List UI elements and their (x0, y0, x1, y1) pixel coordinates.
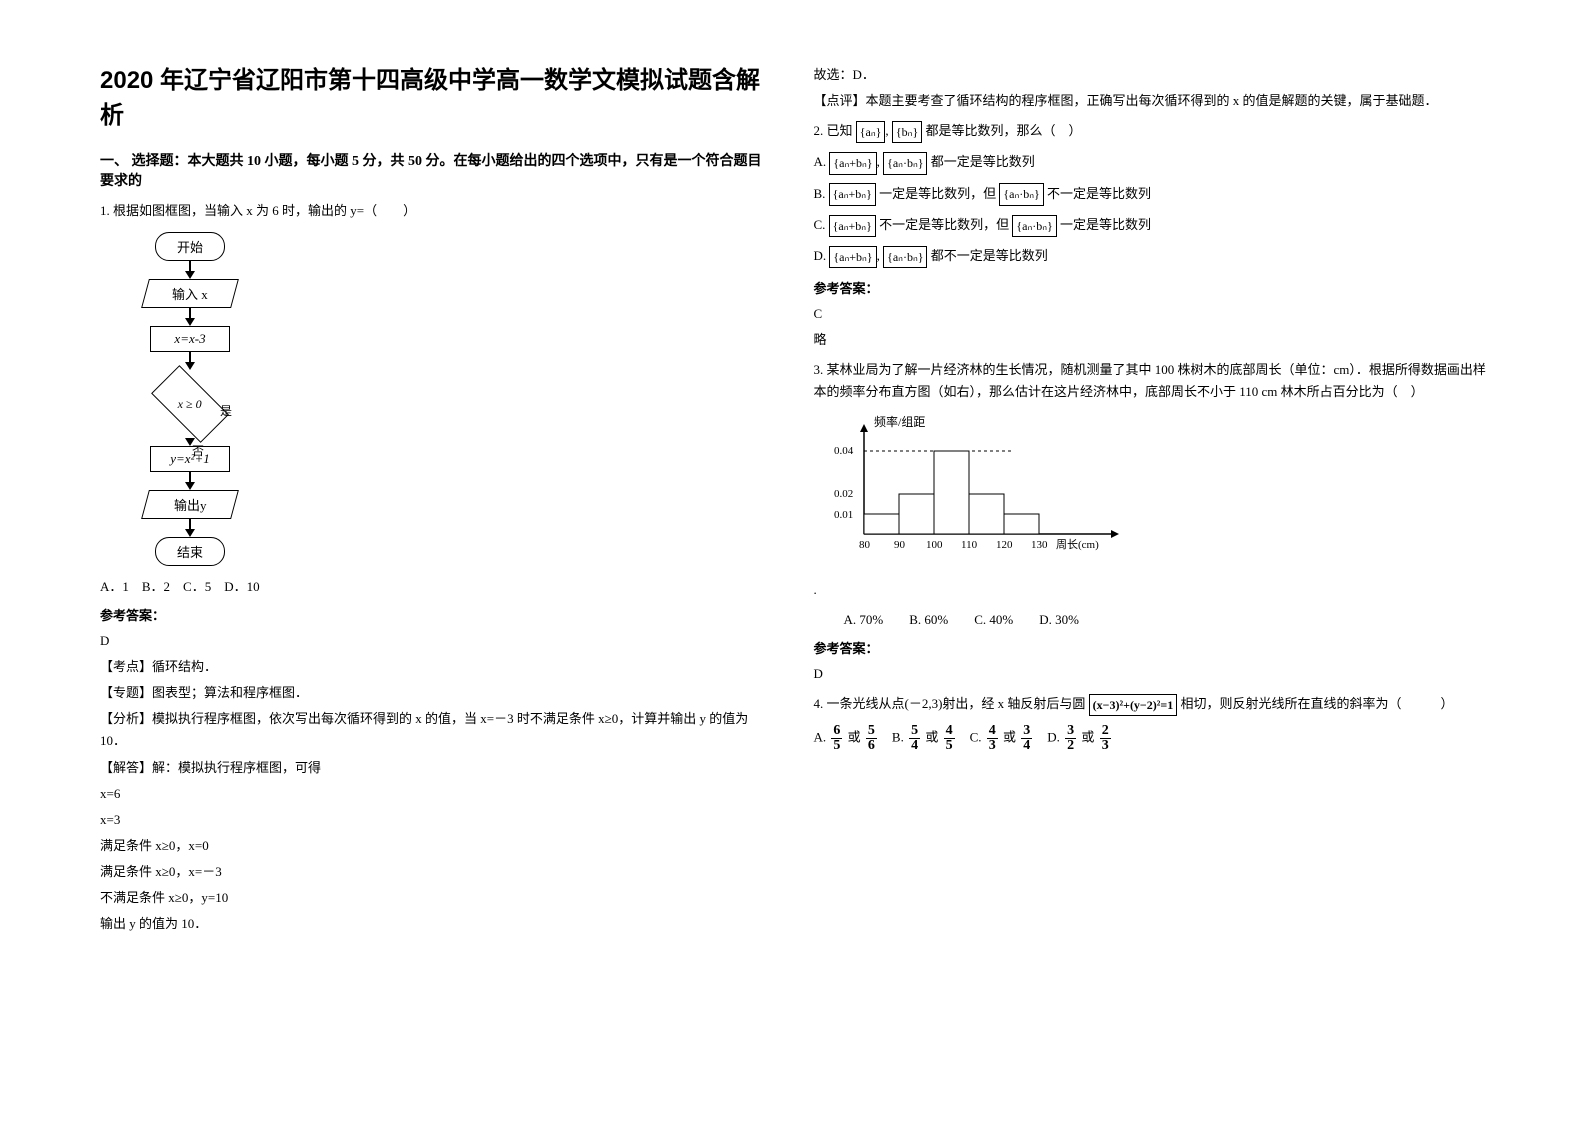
hist-ylabel: 频率/组距 (874, 414, 925, 429)
svg-text:80: 80 (859, 539, 871, 551)
fc-cond: x ≥ 0 (151, 365, 229, 443)
q2-optB: B. {aₙ+bₙ} 一定是等比数列，但 {aₙ·bₙ} 不一定是等比数列 (814, 183, 1488, 206)
fc-no: 否 (192, 442, 204, 459)
svg-text:0.04: 0.04 (834, 445, 854, 457)
q2-ans-label: 参考答案： (814, 278, 1488, 297)
fc-start: 开始 (155, 232, 225, 261)
svg-text:0.02: 0.02 (834, 488, 853, 500)
q1-options: A．1 B．2 C．5 D．10 (100, 576, 774, 595)
fc-step: x=x-3 (150, 326, 230, 352)
q1-sol-7: 满足条件 x≥0，x=－3 (100, 861, 774, 883)
fc-output: 输出y (141, 490, 239, 519)
flowchart: 开始 输入 x x=x-3 x ≥ 0 是 否 y=x²+1 输出y 结束 (120, 232, 260, 566)
svg-text:0.01: 0.01 (834, 509, 853, 521)
q3-text: 3. 某林业局为了解一片经济林的生长情况，随机测量了其中 100 株树木的底部周… (814, 359, 1488, 403)
hist-xlabel: 周长(cm) (1056, 538, 1099, 551)
q2-stem: 2. 已知 {aₙ}, {bₙ} 都是等比数列，那么（ ） (814, 120, 1488, 143)
q3-dot: . (814, 579, 1488, 601)
q1-ans: D (100, 630, 774, 652)
q3-ans: D (814, 663, 1488, 685)
q3-options: A. 70% B. 60% C. 40% D. 30% (814, 609, 1488, 628)
q2-optA: A. {aₙ+bₙ}, {aₙ·bₙ} 都一定是等比数列 (814, 151, 1488, 174)
q1-sol-10: 故选：D． (814, 64, 1488, 86)
q1-sol-11: 【点评】本题主要考查了循环结构的程序框图，正确写出每次循环得到的 x 的值是解题… (814, 90, 1488, 112)
q1-sol-2: 【分析】模拟执行程序框图，依次写出每次循环得到的 x 的值，当 x=－3 时不满… (100, 708, 774, 752)
q1-text: 1. 根据如图框图，当输入 x 为 6 时，输出的 y=（ ） (100, 200, 774, 222)
fc-end: 结束 (155, 537, 225, 566)
q2-slight: 略 (814, 329, 1488, 351)
q4-options: A. 65 或 56 B. 54 或 45 C. 43 或 34 D. 32 或… (814, 724, 1488, 753)
svg-text:100: 100 (926, 539, 943, 551)
left-column: 2020 年辽宁省辽阳市第十四高级中学高一数学文模拟试题含解析 一、 选择题：本… (80, 60, 794, 1062)
q1-sol-3: 【解答】解：模拟执行程序框图，可得 (100, 757, 774, 779)
histogram: 频率/组距 0.04 0.02 0.01 80 90 100 110 120 1… (834, 414, 1488, 569)
q3-ans-label: 参考答案： (814, 638, 1488, 657)
q1-sol-0: 【考点】循环结构． (100, 656, 774, 678)
q2-optD: D. {aₙ+bₙ}, {aₙ·bₙ} 都不一定是等比数列 (814, 245, 1488, 268)
doc-title: 2020 年辽宁省辽阳市第十四高级中学高一数学文模拟试题含解析 (100, 60, 774, 130)
q1-sol-8: 不满足条件 x≥0，y=10 (100, 887, 774, 909)
svg-text:130: 130 (1031, 539, 1048, 551)
q1-sol-9: 输出 y 的值为 10． (100, 913, 774, 935)
q1-ans-label: 参考答案： (100, 605, 774, 624)
section-1-head: 一、 选择题：本大题共 10 小题，每小题 5 分，共 50 分。在每小题给出的… (100, 150, 774, 190)
q4-text: 4. 一条光线从点(－2,3)射出，经 x 轴反射后与圆 (x−3)²+(y−2… (814, 693, 1488, 716)
fc-yes: 是 (220, 402, 232, 419)
svg-text:120: 120 (996, 539, 1013, 551)
right-column: 故选：D． 【点评】本题主要考查了循环结构的程序框图，正确写出每次循环得到的 x… (794, 60, 1508, 1062)
q1-sol-1: 【专题】图表型；算法和程序框图． (100, 682, 774, 704)
q1-sol-6: 满足条件 x≥0，x=0 (100, 835, 774, 857)
q1-sol-5: x=3 (100, 809, 774, 831)
q1-sol-4: x=6 (100, 783, 774, 805)
q2-optC: C. {aₙ+bₙ} 不一定是等比数列，但 {aₙ·bₙ} 一定是等比数列 (814, 214, 1488, 237)
fc-calc: y=x²+1 (150, 446, 230, 472)
fc-input: 输入 x (141, 279, 239, 308)
q2-ans: C (814, 303, 1488, 325)
svg-text:90: 90 (894, 539, 906, 551)
svg-text:110: 110 (961, 539, 978, 551)
hist-svg: 频率/组距 0.04 0.02 0.01 80 90 100 110 120 1… (834, 414, 1134, 564)
